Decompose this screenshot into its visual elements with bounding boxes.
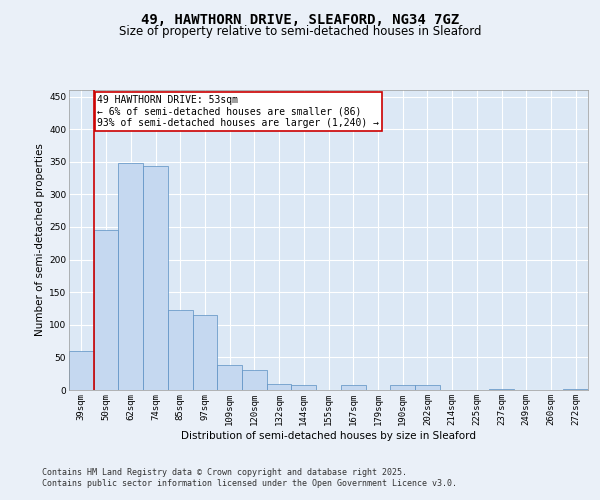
Bar: [415, 386, 440, 390]
Bar: [242, 370, 267, 390]
Text: 49 HAWTHORN DRIVE: 53sqm
← 6% of semi-detached houses are smaller (86)
93% of se: 49 HAWTHORN DRIVE: 53sqm ← 6% of semi-de…: [97, 95, 379, 128]
Text: 49, HAWTHORN DRIVE, SLEAFORD, NG34 7GZ: 49, HAWTHORN DRIVE, SLEAFORD, NG34 7GZ: [141, 12, 459, 26]
Bar: [193, 315, 217, 390]
Text: Contains HM Land Registry data © Crown copyright and database right 2025.
Contai: Contains HM Land Registry data © Crown c…: [42, 468, 457, 487]
Bar: [341, 386, 365, 390]
Bar: [69, 351, 94, 390]
Bar: [118, 163, 143, 390]
Bar: [489, 388, 514, 390]
Bar: [217, 365, 242, 390]
Y-axis label: Number of semi-detached properties: Number of semi-detached properties: [35, 144, 45, 336]
Bar: [143, 166, 168, 390]
Bar: [168, 310, 193, 390]
X-axis label: Distribution of semi-detached houses by size in Sleaford: Distribution of semi-detached houses by …: [181, 430, 476, 440]
Bar: [563, 388, 588, 390]
Bar: [94, 230, 118, 390]
Text: Size of property relative to semi-detached houses in Sleaford: Size of property relative to semi-detach…: [119, 25, 481, 38]
Bar: [267, 384, 292, 390]
Bar: [292, 386, 316, 390]
Bar: [390, 385, 415, 390]
